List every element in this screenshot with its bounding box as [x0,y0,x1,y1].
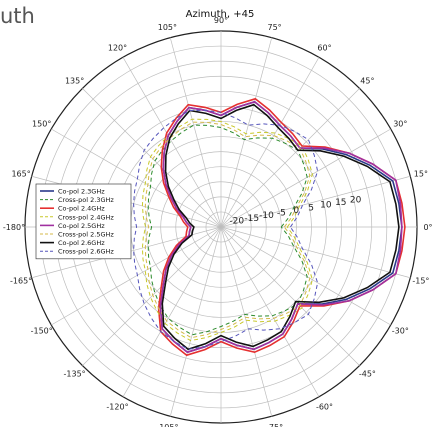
angle-tick-label: -135° [64,369,86,378]
angle-tick-label: 120° [108,44,127,53]
grid-spoke [221,129,391,227]
radial-tick-label: 15 [335,198,346,208]
angle-tick-label: -120° [106,402,128,411]
grid-spoke [170,227,221,416]
legend-label: Co-pol 2.6GHz [58,239,105,247]
angle-tick-label: 45° [360,77,374,86]
angle-tick-label: 90° [214,16,228,25]
radial-tick-label: 5 [308,203,314,213]
radial-tick-label: 20 [350,195,362,205]
radial-tick-label: -10 [259,211,274,221]
radial-tick-label: -5 [277,209,286,219]
angle-tick-label: -45° [359,369,376,378]
angle-tick-label: -60° [316,402,333,411]
angle-tick-label: -150° [31,327,53,336]
angle-tick-label: 75° [268,23,282,32]
angle-tick-label: -75° [266,423,283,427]
angle-tick-label: 135° [65,77,84,86]
legend-label: Co-pol 2.4GHz [58,205,105,213]
series-line-6 [145,122,309,338]
radial-tick-label: -15 [244,214,259,224]
legend-label: Cross-pol 2.5GHz [58,231,114,239]
legend-label: Cross-pol 2.3GHz [58,196,114,204]
angle-tick-label: 30° [393,120,407,129]
angle-tick-label: 0° [423,223,432,232]
angle-tick-label: 15° [414,169,428,178]
grid-spoke [221,227,410,278]
legend-label: Co-pol 2.3GHz [58,188,105,196]
angle-tick-label: -180° [3,223,25,232]
grid-spoke [170,38,221,227]
angle-tick-label: 150° [32,120,51,129]
radial-tick-label: -20 [229,216,244,226]
angle-tick-label: -165° [10,277,32,286]
grid-spoke [221,227,319,397]
angle-tick-label: 105° [158,23,177,32]
angle-tick-label: 165° [11,169,30,178]
radial-tick-label: 10 [320,201,332,211]
angle-tick-label: -105° [156,423,178,427]
angle-tick-label: -30° [392,327,409,336]
grid-spoke [221,227,360,366]
grid-spoke [123,57,221,227]
legend-label: Cross-pol 2.6GHz [58,248,114,256]
angle-tick-label: -15° [412,277,429,286]
grid-spoke [221,227,272,416]
angle-tick-label: 60° [317,44,331,53]
legend-label: Cross-pol 2.4GHz [58,213,114,221]
grid-spoke [221,227,391,325]
radial-tick-label: 0 [293,206,299,216]
legend-label: Co-pol 2.5GHz [58,222,105,230]
